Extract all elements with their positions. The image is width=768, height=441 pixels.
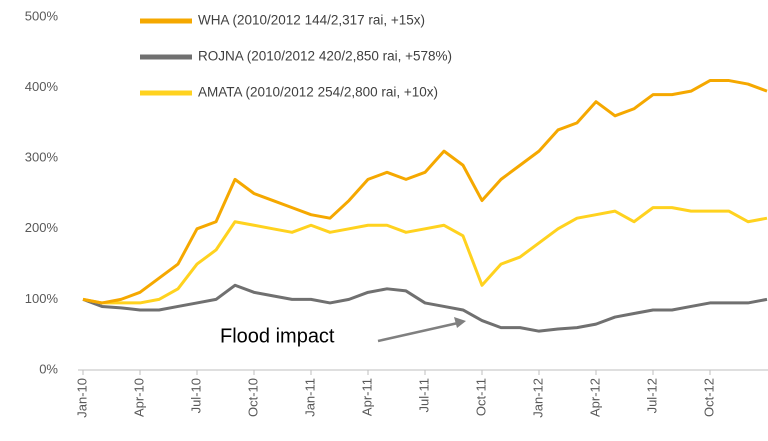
x-tick-label: Jan-12: [530, 378, 545, 418]
x-tick-label: Jan-10: [74, 378, 89, 418]
x-tick-label: Apr-11: [359, 378, 374, 416]
series-line: [82, 206, 768, 305]
x-tick-label: Oct-11: [473, 378, 488, 416]
annotation-arrow: [377, 321, 459, 343]
series-line: [82, 79, 768, 305]
annotation-arrowhead: [454, 317, 466, 328]
x-tick-label: Jul-11: [416, 378, 431, 412]
y-tick-label: 300%: [25, 150, 59, 165]
legend-text: AMATA (2010/2012 254/2,800 rai, +10x): [198, 85, 438, 100]
x-tick-label: Oct-10: [245, 378, 260, 417]
y-tick-label: 500%: [25, 8, 59, 23]
series-line: [82, 283, 768, 333]
x-tick-label: Oct-12: [701, 378, 716, 417]
legend-text: ROJNA (2010/2012 420/2,850 rai, +578%): [198, 49, 452, 64]
y-tick-label: 100%: [25, 291, 59, 306]
y-tick-label: 200%: [25, 220, 59, 235]
x-tick-label: Jan-11: [302, 378, 317, 417]
x-tick-label: Apr-10: [131, 378, 146, 417]
y-tick-label: 400%: [25, 79, 59, 94]
legend-text: WHA (2010/2012 144/2,317 rai, +15x): [198, 13, 425, 28]
annotation: Flood impact: [220, 325, 335, 347]
y-tick-label: 0%: [39, 361, 58, 376]
x-tick-label: Apr-12: [587, 378, 602, 417]
x-tick-label: Jul-12: [644, 378, 659, 413]
x-tick-label: Jul-10: [188, 378, 203, 413]
